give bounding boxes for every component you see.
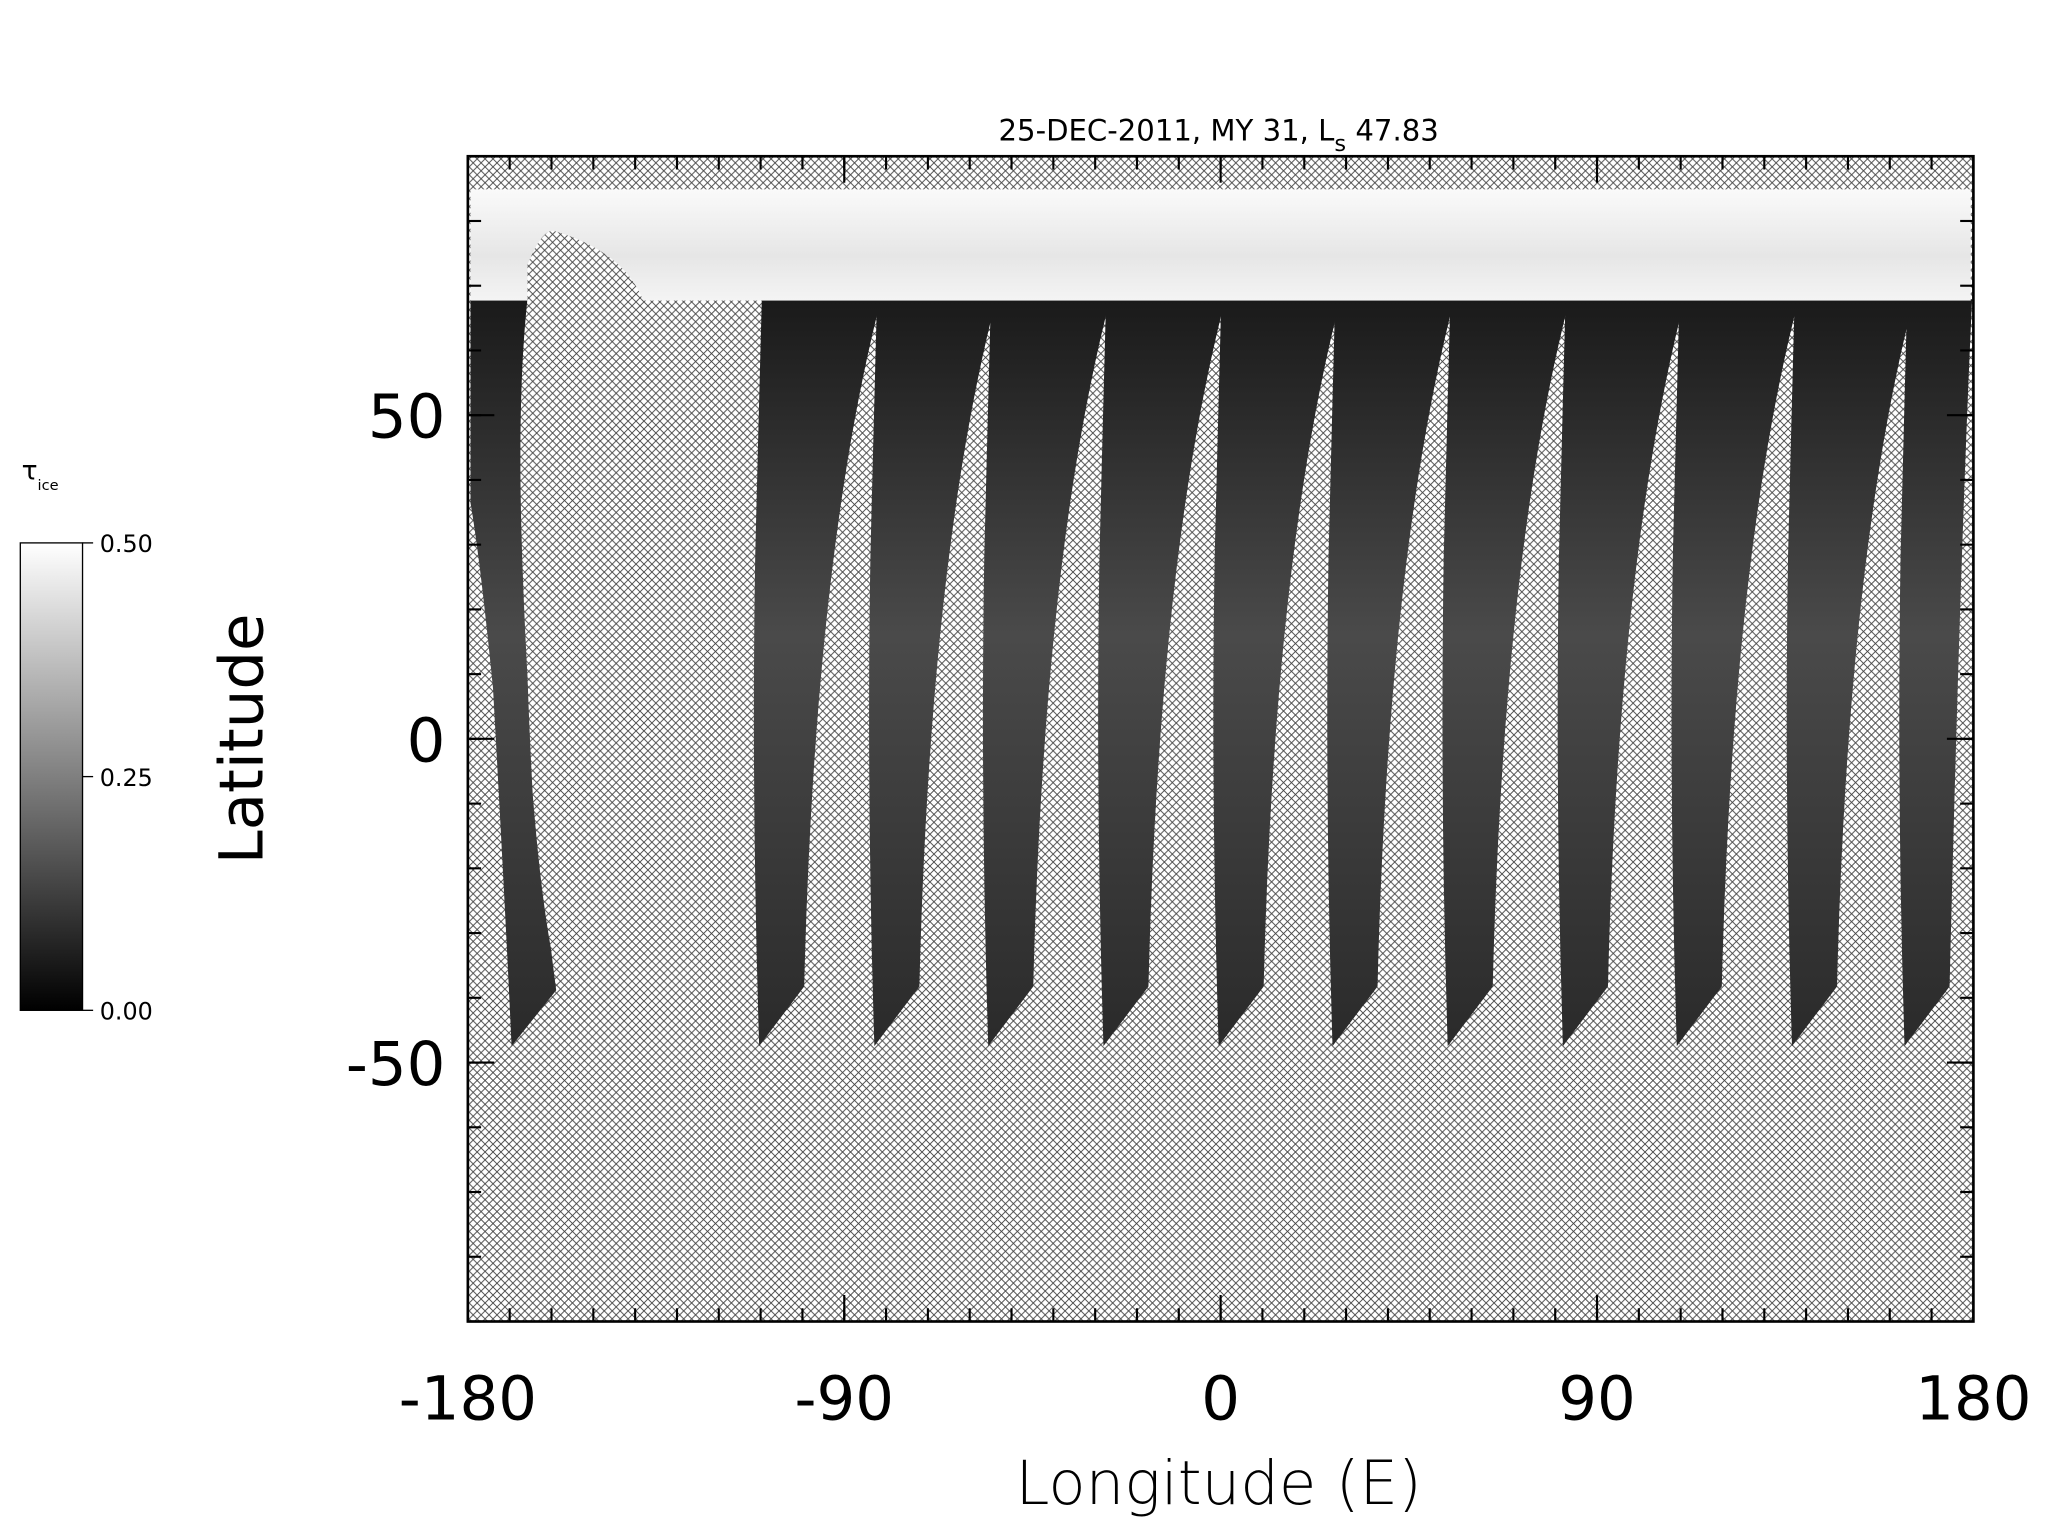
x-tick-label: 0	[1201, 1363, 1240, 1434]
swath	[1557, 299, 1685, 1047]
y-tick-label: -50	[346, 1029, 445, 1100]
plot-area	[466, 154, 1975, 1323]
colorbar-tick-label: 0.25	[100, 764, 153, 792]
swath	[1098, 299, 1226, 1047]
swath	[1442, 299, 1570, 1047]
no-data-hatch	[520, 299, 729, 994]
swath	[753, 299, 881, 1047]
swath	[1899, 299, 1973, 1047]
swath	[1786, 299, 1914, 1047]
swaths	[470, 299, 1973, 1047]
x-tick-label: 180	[1915, 1363, 2031, 1434]
swath	[1327, 299, 1455, 1047]
no-data-hatch	[527, 230, 643, 300]
x-tick-label: 90	[1558, 1363, 1636, 1434]
colorbar-subscript: ice	[38, 477, 59, 494]
x-axis-label: Longitude (E)	[1016, 1448, 1422, 1519]
x-tick-label: -180	[399, 1363, 537, 1434]
swath	[982, 299, 1111, 1047]
swath	[470, 299, 560, 1047]
swath	[869, 299, 997, 1047]
polar-band	[470, 189, 1971, 301]
y-axis-label: Latitude	[207, 614, 278, 865]
y-tick-label: 0	[407, 705, 446, 776]
colorbar-label: τice	[22, 455, 59, 494]
title-text: 47.83	[1346, 113, 1439, 147]
swath	[1213, 299, 1341, 1047]
colorbar-fill	[20, 542, 83, 1011]
y-tick-label: 50	[368, 382, 446, 453]
colorbar-tick-label: 0.50	[100, 530, 153, 558]
colorbar-tick-label: 0.00	[100, 998, 153, 1026]
x-tick-label: -90	[795, 1363, 894, 1434]
title-subscript: s	[1334, 131, 1346, 157]
chart-title: 25-DEC-2011, MY 31, Ls 47.83	[999, 113, 1439, 157]
swath	[1671, 299, 1799, 1047]
colorbar-symbol: τ	[22, 455, 38, 486]
title-text: 25-DEC-2011, MY 31, L	[999, 113, 1336, 147]
